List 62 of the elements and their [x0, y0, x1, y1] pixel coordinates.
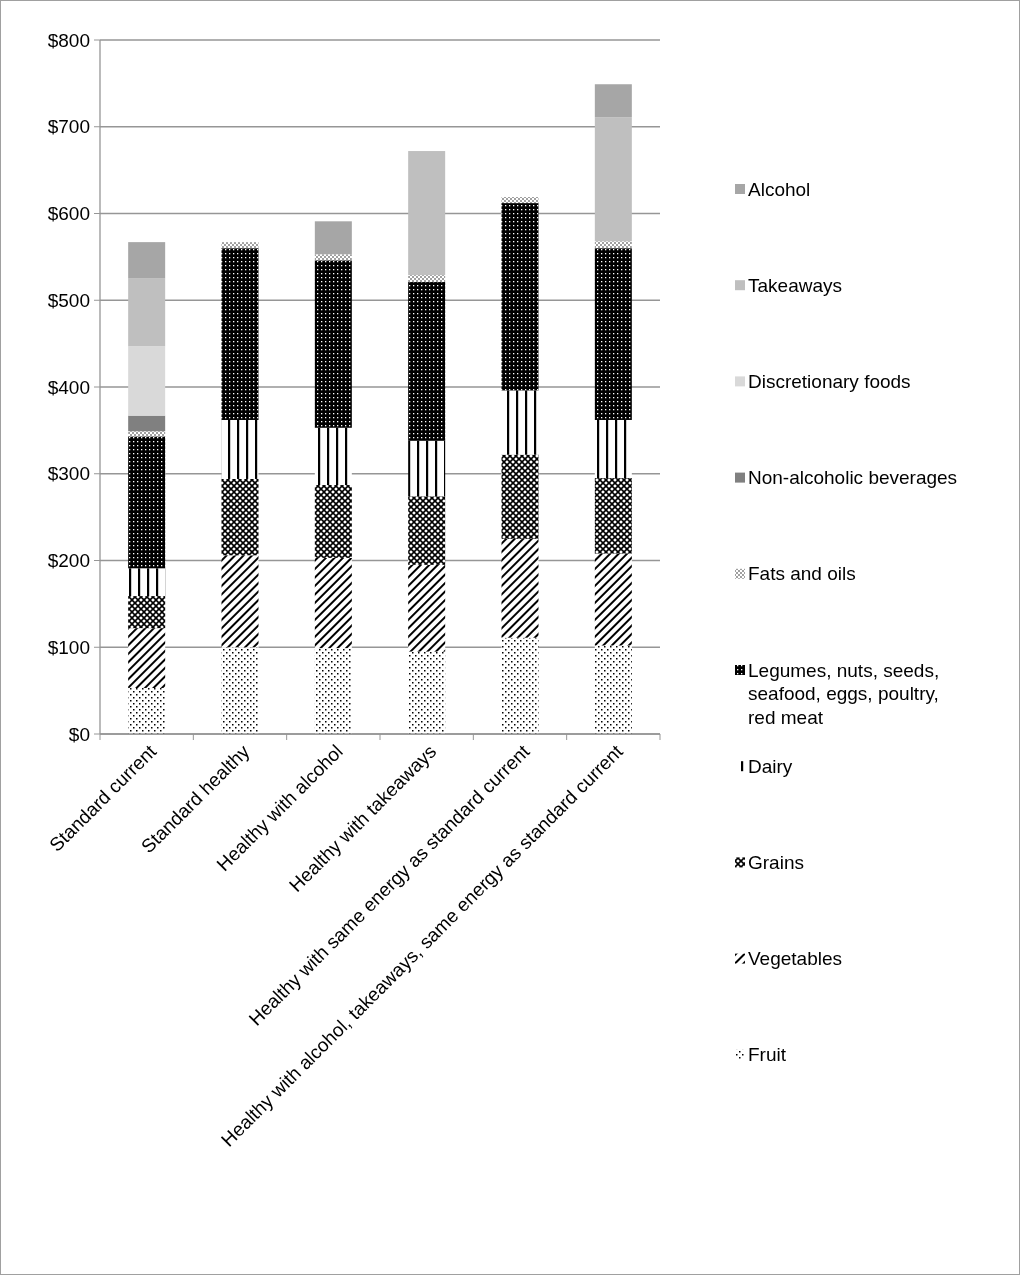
bar: [408, 282, 446, 441]
bar: [408, 564, 446, 652]
bar: [221, 647, 259, 734]
bar: [408, 496, 446, 565]
y-tick-label: $500: [47, 289, 90, 311]
y-tick-label: $600: [47, 203, 90, 225]
bar: [501, 454, 539, 539]
y-tick-label: $700: [47, 116, 90, 138]
y-tick-label: $400: [47, 376, 90, 398]
legend-label: Grains: [748, 852, 804, 874]
bar: [501, 203, 539, 391]
bar: [594, 84, 632, 118]
bar: [314, 648, 352, 734]
bar: [408, 651, 446, 734]
bar: [594, 419, 632, 479]
bar: [501, 390, 539, 455]
legend-label: Dairy: [748, 755, 793, 777]
bar: [408, 440, 446, 497]
bar: [594, 645, 632, 734]
bar: [501, 197, 539, 204]
bar: [314, 260, 352, 428]
bar: [221, 419, 259, 479]
legend-label: Fruit: [748, 1044, 787, 1066]
legend-label: Takeaways: [748, 274, 842, 296]
bar: [128, 415, 166, 432]
bar: [314, 254, 352, 261]
bar: [128, 688, 166, 734]
y-tick-label: $100: [47, 636, 90, 658]
bar: [594, 478, 632, 554]
y-tick-label: $0: [68, 723, 90, 745]
bar: [314, 221, 352, 255]
bar: [128, 346, 166, 416]
y-tick-label: $800: [47, 29, 90, 51]
bar: [594, 241, 632, 249]
bar: [594, 117, 632, 242]
bar: [128, 568, 166, 597]
bar: [221, 478, 259, 556]
bar: [594, 248, 632, 420]
bar: [128, 628, 166, 689]
bar: [128, 596, 166, 629]
legend-label: Legumes, nuts, seeds, seafood, eggs, poultry, red meat: [748, 659, 940, 729]
bar: [408, 151, 446, 276]
bar: [128, 431, 166, 437]
y-tick-label: $300: [47, 463, 90, 485]
bar: [221, 555, 259, 648]
legend-label: Non-alcoholic beverages: [748, 467, 958, 489]
legend-label: Discretionary foods: [748, 371, 911, 393]
bar: [128, 242, 166, 279]
bar: [128, 278, 166, 347]
bar: [408, 275, 446, 283]
bar: [594, 553, 632, 646]
y-tick-label: $200: [47, 550, 90, 572]
bar: [221, 242, 259, 249]
bar: [501, 538, 539, 638]
bar: [501, 637, 539, 734]
legend-label: Fats and oils: [748, 563, 856, 585]
legend-label: Alcohol: [748, 178, 811, 200]
bar: [128, 436, 166, 569]
bar: [314, 485, 352, 558]
bar: [314, 557, 352, 649]
bar: [221, 248, 259, 420]
legend-label: Vegetables: [748, 948, 843, 970]
